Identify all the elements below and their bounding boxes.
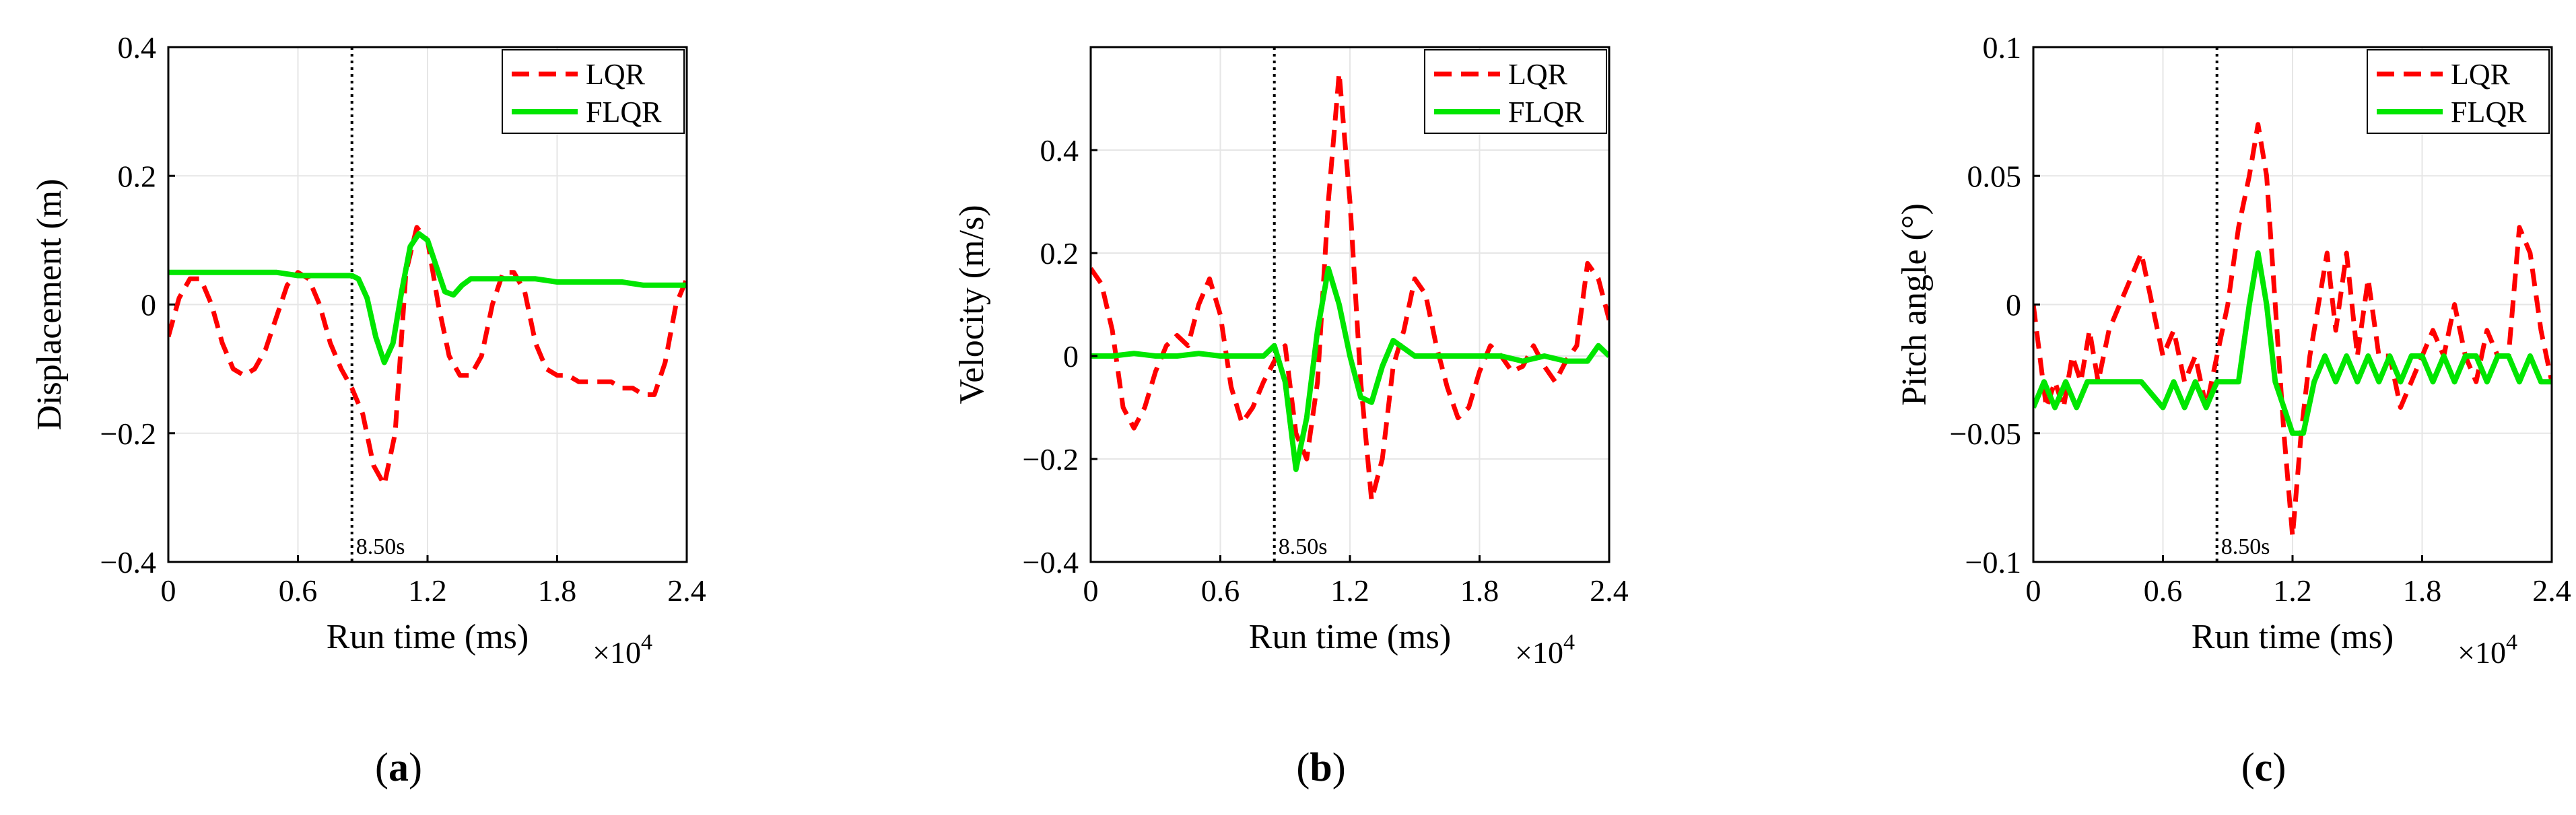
chart-panel-a: 8.50s 0 0.6 1.2 1.8 2.4 −0.4 −0.2 0 0.2 0.4 Run tim… xyxy=(30,30,706,789)
legend-label-flqr: FLQR xyxy=(1508,96,1584,129)
event-marker-label: 8.50s xyxy=(356,534,405,559)
legend-box xyxy=(1424,49,1607,134)
x-tick-label: 0.6 xyxy=(1201,573,1240,608)
x-tick-label: 0 xyxy=(161,573,176,608)
event-marker-label: 8.50s xyxy=(2221,534,2270,559)
caption-part-0: ( xyxy=(1296,745,1310,789)
y-tick-label: 0 xyxy=(1063,339,1079,374)
caption-part-2: ) xyxy=(2272,745,2286,789)
x-tick-label: 2.4 xyxy=(667,573,706,608)
x-tick-label: 1.8 xyxy=(538,573,577,608)
x-exponent-power: 4 xyxy=(1563,630,1575,655)
y-tick-label: −0.2 xyxy=(100,417,156,451)
y-tick-label: 0.4 xyxy=(118,30,157,65)
x-axis-exponent: ×104 xyxy=(592,630,652,670)
x-exponent-base: ×10 xyxy=(2458,635,2506,670)
x-tick-label: 0.6 xyxy=(279,573,318,608)
y-axis-label: Pitch angle (°) xyxy=(1895,203,1934,406)
y-tick-label: 0.05 xyxy=(1967,159,2022,193)
caption-part-0: ( xyxy=(2241,745,2255,789)
x-tick-label: 2.4 xyxy=(1590,573,1629,608)
legend: LQR FLQR xyxy=(502,49,685,134)
x-axis-label: Run time (ms) xyxy=(1249,618,1451,656)
chart-panel-b: 8.50s 0 0.6 1.2 1.8 2.4 −0.4 −0.2 0 0.2 0.4 Run tim… xyxy=(953,46,1629,789)
panel-caption: (a) xyxy=(375,745,422,789)
x-exponent-power: 4 xyxy=(641,630,652,655)
x-axis-label: Run time (ms) xyxy=(2192,618,2394,656)
chart-panel-c: 8.50s 0 0.6 1.2 1.8 2.4 −0.1 −0.05 0 0.05 0.1 Run t… xyxy=(1895,30,2571,789)
caption-part-2: ) xyxy=(1332,745,1346,789)
x-tick-label: 0 xyxy=(2026,573,2041,608)
x-tick-label: 1.2 xyxy=(408,573,447,608)
x-tick-label: 1.8 xyxy=(2403,573,2442,608)
legend-label-lqr: LQR xyxy=(2451,58,2511,91)
legend-label-flqr: FLQR xyxy=(586,96,662,129)
panel-caption: (c) xyxy=(2241,745,2286,789)
panel-caption: (b) xyxy=(1296,745,1345,789)
x-exponent-base: ×10 xyxy=(1515,635,1563,670)
x-tick-label: 1.2 xyxy=(1330,573,1369,608)
legend-label-lqr: LQR xyxy=(1508,58,1568,91)
legend: LQR FLQR xyxy=(2367,49,2550,134)
y-tick-label: 0 xyxy=(141,288,156,322)
series-line-lqr xyxy=(1091,70,1609,503)
y-tick-label: 0.4 xyxy=(1040,133,1079,168)
y-tick-label: −0.4 xyxy=(1023,545,1079,579)
x-exponent-base: ×10 xyxy=(592,635,641,670)
series-line-flqr xyxy=(1091,265,1609,472)
y-axis-label: Displacement (m) xyxy=(30,179,69,431)
y-tick-label: −0.1 xyxy=(1965,545,2021,579)
x-axis-label: Run time (ms) xyxy=(327,618,529,656)
x-tick-label: 0 xyxy=(1083,573,1099,608)
y-axis-label: Velocity (m/s) xyxy=(953,205,991,404)
x-tick-label: 0.6 xyxy=(2144,573,2183,608)
y-tick-label: −0.2 xyxy=(1023,442,1079,476)
x-axis-exponent: ×104 xyxy=(1515,630,1575,670)
x-exponent-power: 4 xyxy=(2506,630,2517,655)
caption-part-1: c xyxy=(2255,745,2273,789)
caption-part-2: ) xyxy=(409,745,422,789)
legend-box xyxy=(2367,49,2550,134)
legend-box xyxy=(502,49,685,134)
y-tick-label: 0.1 xyxy=(1983,30,2022,65)
series-line-flqr xyxy=(168,231,687,365)
y-tick-label: 0 xyxy=(2006,288,2021,322)
legend-label-lqr: LQR xyxy=(586,58,646,91)
caption-part-1: a xyxy=(388,745,409,789)
series-line-flqr xyxy=(2033,250,2552,436)
x-tick-label: 2.4 xyxy=(2532,573,2571,608)
x-tick-label: 1.8 xyxy=(1460,573,1499,608)
y-tick-label: −0.4 xyxy=(100,545,156,579)
caption-part-0: ( xyxy=(375,745,388,789)
legend-label-flqr: FLQR xyxy=(2451,96,2527,129)
x-tick-label: 1.2 xyxy=(2273,573,2312,608)
caption-part-1: b xyxy=(1310,745,1332,789)
y-tick-label: 0.2 xyxy=(118,159,157,193)
y-tick-label: 0.2 xyxy=(1040,236,1079,271)
event-marker-label: 8.50s xyxy=(1279,534,1328,559)
y-tick-label: −0.05 xyxy=(1950,417,2021,451)
x-axis-exponent: ×104 xyxy=(2458,630,2517,670)
legend: LQR FLQR xyxy=(1424,49,1607,134)
